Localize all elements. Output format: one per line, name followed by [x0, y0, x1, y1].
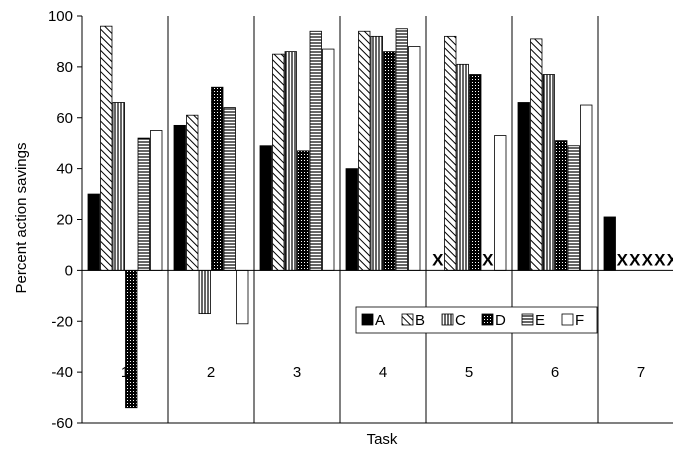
missing-marker-e-task-7: X: [654, 250, 666, 269]
bar-e-task-4: [395, 28, 408, 271]
x-tick-label: 1: [121, 364, 129, 381]
bar-c-task-4: [370, 35, 383, 271]
bar-f-task-5: [494, 135, 507, 271]
bar-c-task-1: [112, 102, 125, 271]
y-tick-label: 0: [65, 262, 73, 279]
x-axis-label: Task: [367, 431, 398, 448]
x-tick-label: 7: [637, 364, 645, 381]
bar-a-task-1: [87, 193, 100, 271]
bar-d-task-2: [211, 86, 224, 271]
bar-b-task-6: [530, 38, 543, 271]
bar-c-task-6: [542, 74, 555, 271]
bar-b-task-2: [186, 114, 199, 271]
bars: [87, 25, 616, 409]
bar-f-task-6: [580, 104, 593, 271]
legend-label-b: B: [415, 312, 425, 329]
legend-label-f: F: [575, 312, 584, 329]
y-tick-label: -20: [51, 313, 73, 330]
missing-marker-c-task-7: X: [629, 250, 641, 269]
legend-label-d: D: [495, 312, 506, 329]
legend-label-c: C: [455, 312, 466, 329]
y-tick-label: -60: [51, 415, 73, 432]
x-tick-label: 4: [379, 364, 387, 381]
legend: A B C D E F: [355, 306, 598, 334]
missing-marker-a-task-5: X: [432, 250, 444, 269]
y-tick-label: 80: [56, 59, 73, 76]
legend-label-e: E: [535, 312, 545, 329]
bar-e-task-1: [137, 137, 150, 271]
bar-e-task-3: [309, 30, 322, 271]
bar-b-task-1: [100, 25, 113, 271]
bar-e-task-2: [223, 107, 236, 271]
legend-swatch-d: [481, 313, 494, 326]
missing-marker-b-task-7: X: [617, 250, 629, 269]
missing-marker-f-task-7: X: [667, 250, 673, 269]
y-tick-label: 100: [48, 8, 73, 25]
bar-a-task-7: [603, 216, 616, 271]
bar-b-task-3: [272, 53, 285, 271]
bar-c-task-5: [456, 63, 469, 271]
y-tick-label: -40: [51, 364, 73, 381]
bar-c-task-3: [284, 51, 297, 271]
group-separators: [167, 16, 599, 423]
bar-c-task-2: [198, 269, 211, 315]
bar-f-task-2: [236, 269, 249, 325]
bar-d-task-5: [469, 74, 482, 271]
bar-a-task-4: [345, 168, 358, 271]
bar-d-task-4: [383, 51, 396, 271]
x-tick-labels: 1 2 3 4 5 6 7: [121, 364, 645, 381]
bar-f-task-1: [150, 130, 163, 271]
legend-swatch-e: [521, 313, 534, 326]
legend-label-a: A: [375, 312, 385, 329]
y-tick-label: 60: [56, 110, 73, 127]
x-tick-label: 6: [551, 364, 559, 381]
bar-d-task-6: [555, 140, 568, 271]
y-tick-labels: -60 -40 -20 0 20 40 60 80 100: [48, 8, 82, 432]
legend-swatch-f: [561, 313, 574, 326]
y-axis-label: Percent action savings: [13, 143, 30, 294]
y-tick-label: 20: [56, 212, 73, 229]
missing-marker-d-task-7: X: [642, 250, 654, 269]
y-tick-label: 40: [56, 161, 73, 178]
bar-d-task-1: [125, 269, 138, 409]
legend-swatch-c: [441, 313, 454, 326]
legend-swatch-b: [401, 313, 414, 326]
bar-a-task-3: [259, 145, 272, 271]
legend-box: [355, 306, 598, 334]
x-tick-label: 3: [293, 364, 301, 381]
missing-marker-e-task-5: X: [482, 250, 494, 269]
bar-e-task-6: [567, 145, 580, 271]
bar-f-task-4: [408, 46, 421, 271]
bar-b-task-5: [444, 35, 457, 271]
bar-b-task-4: [358, 30, 371, 271]
bar-a-task-2: [173, 124, 186, 271]
bar-a-task-6: [517, 102, 530, 271]
x-tick-label: 5: [465, 364, 473, 381]
bar-f-task-3: [322, 48, 335, 271]
legend-swatch-a: [361, 313, 374, 326]
bar-d-task-3: [297, 150, 310, 271]
x-tick-label: 2: [207, 364, 215, 381]
